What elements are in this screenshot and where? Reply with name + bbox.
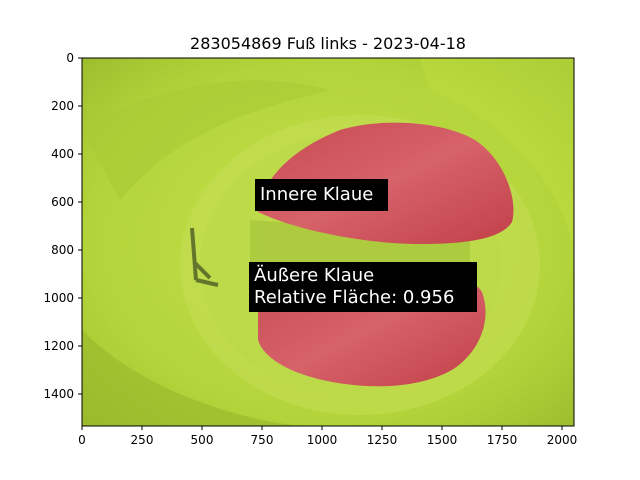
y-tick-label: 600 [51, 195, 74, 209]
x-tick-label: 1000 [307, 433, 338, 447]
inner-claw-label: Innere Klaue [260, 184, 373, 205]
y-tick-label: 1400 [43, 387, 74, 401]
y-tick-label: 800 [51, 243, 74, 257]
x-tick-label: 1250 [367, 433, 398, 447]
x-tick-label: 250 [131, 433, 154, 447]
axes-frame [81, 57, 575, 427]
y-tick-label: 400 [51, 147, 74, 161]
x-tick-label: 2000 [547, 433, 578, 447]
x-tick-label: 1750 [487, 433, 518, 447]
inner-claw-annotation: Innere Klaue [255, 179, 388, 211]
outer-claw-label-box [249, 262, 477, 312]
x-tick-label: 500 [191, 433, 214, 447]
relative-area-label: Relative Fläche: 0.956 [254, 287, 454, 308]
x-axis: 0 250 500 750 1000 1250 1500 1750 2000 [78, 426, 577, 447]
y-tick-label: 200 [51, 99, 74, 113]
outer-claw-annotation: Äußere Klaue Relative Fläche: 0.956 [249, 262, 477, 312]
inner-claw-label-box [255, 179, 388, 211]
hoof-photo [82, 58, 574, 426]
marker-mark [190, 227, 219, 287]
y-tick-label: 0 [66, 51, 74, 65]
x-tick-label: 750 [251, 433, 274, 447]
y-tick-label: 1200 [43, 339, 74, 353]
x-tick-label: 0 [78, 433, 86, 447]
x-tick-label: 1500 [427, 433, 458, 447]
y-axis: 0 200 400 600 800 1000 1200 1400 [43, 51, 82, 401]
y-tick-label: 1000 [43, 291, 74, 305]
figure-title: 283054869 Fuß links - 2023-04-18 [190, 34, 466, 53]
outer-claw-label: Äußere Klaue [254, 265, 374, 286]
